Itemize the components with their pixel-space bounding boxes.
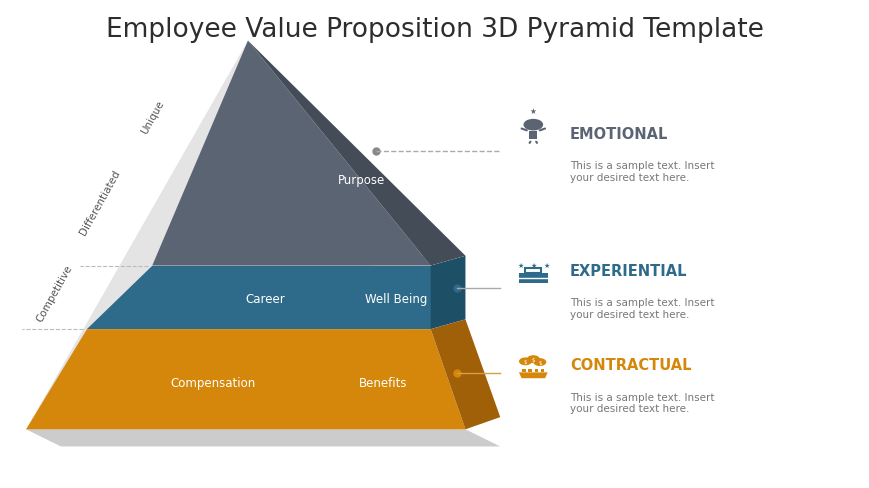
Text: CONTRACTUAL: CONTRACTUAL — [569, 358, 691, 372]
Text: EMOTIONAL: EMOTIONAL — [569, 127, 667, 142]
Text: Career: Career — [245, 292, 285, 305]
Polygon shape — [87, 320, 465, 329]
Text: ★: ★ — [542, 262, 549, 268]
Polygon shape — [26, 429, 500, 447]
Polygon shape — [521, 369, 526, 373]
Polygon shape — [152, 256, 465, 266]
Text: ★: ★ — [529, 107, 536, 116]
Text: EXPERIENTIAL: EXPERIENTIAL — [569, 264, 687, 278]
Text: This is a sample text. Insert
your desired text here.: This is a sample text. Insert your desir… — [569, 161, 713, 183]
Text: Differentiated: Differentiated — [78, 168, 122, 237]
Polygon shape — [518, 373, 547, 379]
Polygon shape — [528, 131, 537, 140]
Text: $: $ — [537, 360, 541, 365]
Polygon shape — [540, 369, 544, 373]
Polygon shape — [527, 369, 532, 373]
Polygon shape — [87, 266, 430, 329]
Text: This is a sample text. Insert
your desired text here.: This is a sample text. Insert your desir… — [569, 392, 713, 413]
Polygon shape — [26, 41, 465, 429]
Circle shape — [519, 358, 531, 365]
Circle shape — [527, 356, 539, 363]
Polygon shape — [26, 329, 465, 429]
Polygon shape — [430, 320, 500, 429]
Text: ★: ★ — [529, 262, 536, 268]
Text: Purpose: Purpose — [337, 174, 384, 187]
Text: Competitive: Competitive — [34, 263, 74, 323]
Text: This is a sample text. Insert
your desired text here.: This is a sample text. Insert your desir… — [569, 298, 713, 319]
Polygon shape — [430, 256, 465, 329]
Text: Employee Value Proposition 3D Pyramid Template: Employee Value Proposition 3D Pyramid Te… — [106, 17, 763, 43]
Text: $: $ — [531, 357, 534, 362]
Text: Benefits: Benefits — [358, 377, 407, 389]
Circle shape — [523, 121, 542, 131]
Text: Well Being: Well Being — [364, 292, 427, 305]
Text: Unique: Unique — [139, 99, 165, 136]
Polygon shape — [534, 369, 538, 373]
Text: ★: ★ — [516, 262, 523, 268]
Polygon shape — [152, 41, 430, 266]
Text: $: $ — [523, 359, 527, 364]
Polygon shape — [518, 273, 547, 283]
Circle shape — [534, 359, 545, 366]
Text: Compensation: Compensation — [170, 377, 255, 389]
Polygon shape — [248, 41, 465, 266]
